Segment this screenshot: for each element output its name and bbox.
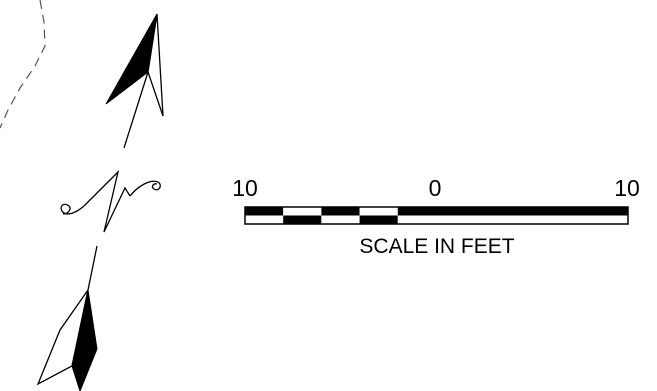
n-right-curl <box>129 180 161 197</box>
n-strokes <box>83 169 131 233</box>
scale-segment-1-bottom <box>245 215 284 224</box>
scale-segment-solid <box>436 207 628 216</box>
north-arrow-icon <box>36 13 164 391</box>
north-arrowhead <box>105 13 164 149</box>
scale-segment-3-top <box>321 207 360 216</box>
n-left-curl <box>60 203 85 215</box>
dashed-boundary-line <box>0 0 46 129</box>
tail-shaft <box>87 245 98 291</box>
scale-segment-4-bottom <box>359 215 398 224</box>
north-arrowhead-filled-half <box>105 13 158 105</box>
scale-segment-3-bottom <box>321 215 360 224</box>
scale-segment-5-bottom <box>397 215 436 224</box>
scale-segment-blank <box>436 215 628 224</box>
north-arrowhead-open-half <box>147 13 164 117</box>
scale-segment-2-bottom <box>283 215 322 224</box>
scale-bar-outline <box>244 206 629 225</box>
tail-fin-filled-half <box>71 289 98 391</box>
scale-segment-1-top <box>245 207 284 216</box>
north-arrowhead-notch <box>123 71 149 149</box>
scale-bar: 10 0 10 SCALE IN FEET <box>232 175 640 258</box>
scale-segment-2-top <box>283 207 322 216</box>
scale-caption: SCALE IN FEET <box>359 235 514 258</box>
scale-label-left: 10 <box>232 175 258 201</box>
scale-bar-segments <box>245 207 628 224</box>
scale-segment-5-top <box>397 207 436 216</box>
scale-label-right: 10 <box>614 175 640 201</box>
north-arrow-tail <box>36 245 98 391</box>
scale-segment-4-top <box>359 207 398 216</box>
scale-label-middle: 0 <box>429 175 442 201</box>
north-letter-n <box>60 169 161 233</box>
